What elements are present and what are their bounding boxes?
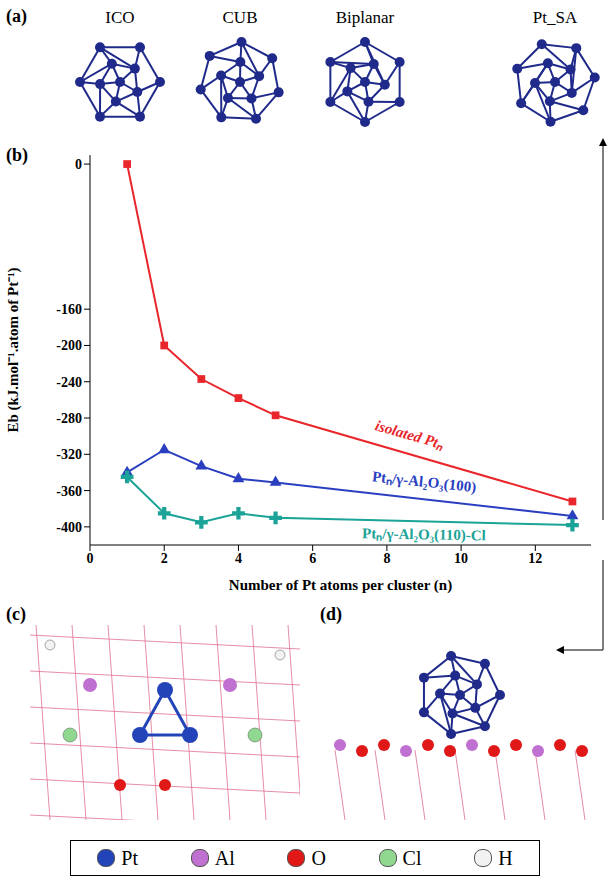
html-text:(b): (b) xyxy=(6,145,28,165)
svg-text:-240: -240 xyxy=(56,375,82,390)
html-text:Al: Al xyxy=(214,846,235,869)
svg-text:2: 2 xyxy=(161,551,168,566)
svg-text:Number of Pt atoms per cluster: Number of Pt atoms per cluster (n) xyxy=(229,577,452,594)
html-text:O: O xyxy=(311,846,326,869)
svg-text:4: 4 xyxy=(235,551,242,566)
svg-text:-400: -400 xyxy=(56,520,82,535)
html-text:(c): (c) xyxy=(6,604,26,624)
html-text:ICO: ICO xyxy=(105,8,135,27)
html-text:CUB: CUB xyxy=(222,8,258,27)
html-text:Pt: Pt xyxy=(121,846,138,869)
svg-text:-320: -320 xyxy=(56,447,82,462)
svg-text:10: 10 xyxy=(454,551,468,566)
svg-text:Ptₙ/γ-Al₂O₃(110)-Cl: Ptₙ/γ-Al₂O₃(110)-Cl xyxy=(362,525,486,544)
svg-text:0: 0 xyxy=(87,551,94,566)
svg-text:Eb (kJ.mol⁻¹.atom of Pt⁻¹): Eb (kJ.mol⁻¹.atom of Pt⁻¹) xyxy=(5,267,22,432)
html-text:(d): (d) xyxy=(320,604,342,624)
svg-text:-200: -200 xyxy=(56,338,82,353)
svg-text:0: 0 xyxy=(75,157,82,172)
svg-text:6: 6 xyxy=(309,551,316,566)
svg-text:-360: -360 xyxy=(56,484,82,499)
html-text:Cl: Cl xyxy=(402,846,422,869)
html-text:(a): (a) xyxy=(6,6,27,26)
svg-text:8: 8 xyxy=(383,551,390,566)
html-text:H: H xyxy=(498,846,513,869)
html-text:Pt_SA: Pt_SA xyxy=(532,8,578,27)
svg-text:12: 12 xyxy=(528,551,542,566)
svg-text:isolated Ptₙ: isolated Ptₙ xyxy=(373,417,446,452)
svg-text:Ptₙ/γ-Al₂O₃(100): Ptₙ/γ-Al₂O₃(100) xyxy=(371,468,477,496)
svg-text:-280: -280 xyxy=(56,411,82,426)
svg-text:-160: -160 xyxy=(56,302,82,317)
html-text:Biplanar: Biplanar xyxy=(335,8,395,27)
